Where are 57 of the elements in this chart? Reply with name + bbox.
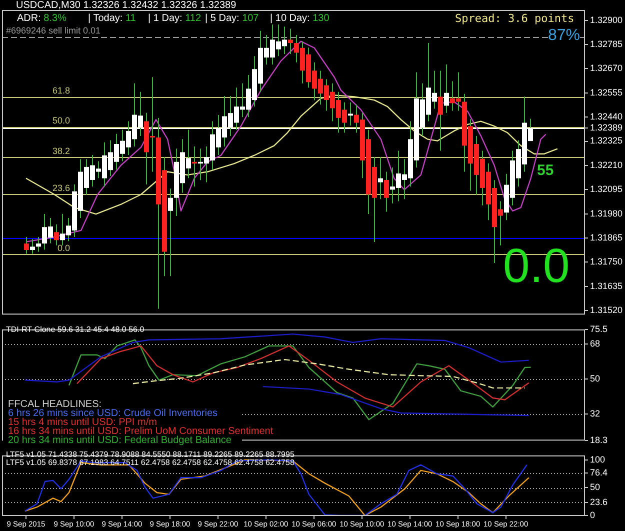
candlestick [348,102,353,126]
annotation: 23.6 [52,182,70,193]
y-tick-label: 100 [590,454,606,464]
candlestick [378,156,383,200]
candlestick [288,28,293,54]
y-tick-label: 75.5 [590,324,608,334]
annotation: 50.0 [52,116,70,126]
annotation: 61.8 [52,86,70,96]
y-tick-label: 1.32670 [590,63,623,74]
y-tick-label: 68 [590,338,600,348]
annotation: | 5 Day: 107 [205,13,259,24]
annotation: 20 hrs 34 mins until USD: Federal Budget Balance [8,435,232,446]
annotation: 87% [548,27,580,44]
ref-line-label: #6969246 sell limit 0.01 [6,25,101,36]
candlestick [36,236,41,252]
y-tick-label: 32 [590,408,600,418]
y-tick-label: 1.31520 [590,305,623,316]
candlestick [30,238,35,254]
annotation: 15 hrs 4 mins until USD: PPI m/m [8,417,157,428]
y-tick-label: 1.32389 [590,122,623,132]
annotation: 6 hrs 26 mins since USD: Crude Oil Inventories [8,408,218,419]
candlestick [384,171,389,212]
y-tick-label: 1.31635 [590,280,623,291]
y-tick-label: 1.32555 [590,87,623,98]
y-tick-label: 1.32900 [590,14,623,25]
chart-title: USDCAD,M30 1.32326 1.32432 1.32326 1.32389 [16,0,236,11]
y-tick-label: 0 [590,510,596,520]
annotation: 55 [537,162,554,179]
annotation: 38.2 [52,146,70,156]
annotation: | 10 Day: 130 [270,13,330,24]
y-tick-label: 23.6 [590,496,608,507]
y-tick-label: 1.32210 [590,160,623,170]
y-tick-label: 76.4 [590,467,608,478]
y-tick-label: 1.31980 [590,208,623,218]
candlestick [168,188,173,277]
y-tick-label: 50 [590,482,600,492]
candlestick [438,70,443,152]
y-tick-label: 1.32785 [590,38,623,49]
annotation: Spread: 3.6 points [455,12,574,25]
annotation: FFCAL HEADLINES: [8,399,102,410]
annotation: 16 hrs 34 mins until USD: Prelim UoM Consumer Sentiment [8,426,274,437]
y-tick-label: 1.31750 [590,256,623,267]
y-tick-label: 1.31865 [590,232,623,243]
annotation: | Today: 11 [88,13,136,24]
y-tick-label: 1.32325 [590,136,623,146]
annotation: | 1 Day: 112 [148,13,202,24]
candlestick [444,64,449,114]
annotation: 0.0 [57,243,70,253]
line-series [132,358,526,389]
candlestick [24,236,29,254]
y-tick-label: 1.32440 [590,112,623,122]
y-tick-label: 18.3 [590,435,608,446]
candlestick [54,224,59,246]
y-tick-label: 50 [590,373,600,384]
annotation: ADR: 8.3% [17,13,66,24]
y-tick-label: 1.32095 [590,184,623,194]
annotation: 0.0 [503,240,570,293]
